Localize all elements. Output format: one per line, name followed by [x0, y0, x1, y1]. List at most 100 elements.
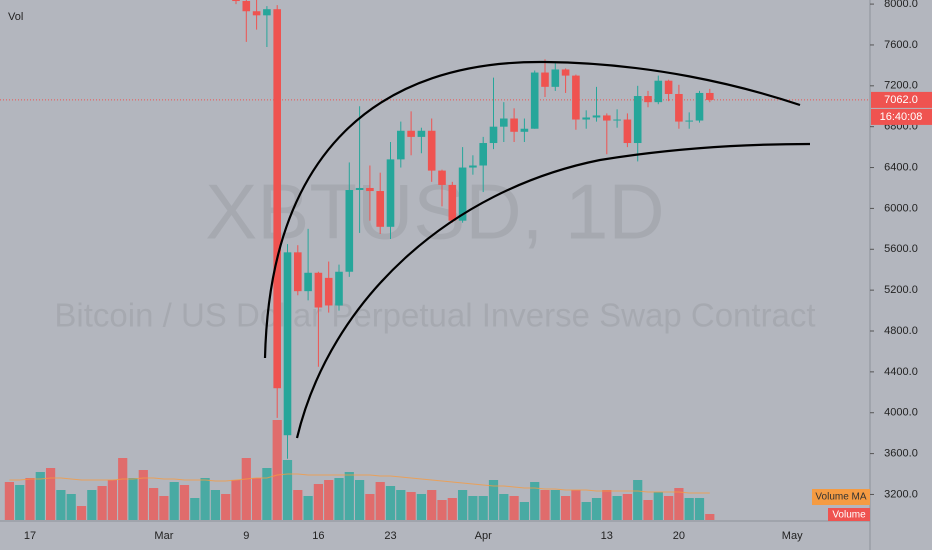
candle-body — [675, 93, 683, 122]
candle-body — [366, 187, 374, 192]
x-tick-label: 23 — [384, 530, 396, 542]
volume-bar — [447, 498, 457, 520]
volume-bar — [622, 494, 632, 520]
candle-body — [438, 170, 446, 185]
candle-body — [500, 118, 508, 127]
volume-bar — [97, 486, 107, 520]
volume-bar — [509, 496, 519, 520]
volume-bar — [118, 458, 128, 520]
volume-bar — [241, 458, 251, 520]
volume-bar — [210, 490, 220, 520]
candle-body — [623, 119, 632, 144]
candle-body — [706, 92, 714, 100]
volume-bar — [190, 498, 200, 520]
volume-bar — [293, 490, 303, 520]
volume-bar — [252, 478, 262, 520]
candle-body — [561, 69, 570, 76]
candle-body — [489, 126, 498, 144]
candle-body — [541, 72, 549, 87]
x-tick-label: 16 — [312, 530, 324, 542]
volume-bar — [262, 468, 272, 520]
volume-bar — [633, 480, 643, 520]
volume-bar — [56, 490, 66, 520]
candle-body — [613, 119, 621, 121]
axes: 8000.07600.07200.06800.06400.06000.05600… — [24, 0, 932, 542]
candle-body — [376, 191, 384, 227]
candle-body — [417, 130, 426, 137]
volume-bar — [35, 472, 45, 520]
volume-bar — [478, 496, 488, 520]
y-tick-label: 3600.0 — [884, 448, 918, 460]
y-tick-label: 6400.0 — [884, 161, 918, 173]
pane-label: Vol — [8, 11, 23, 23]
candle-body — [355, 187, 364, 191]
volume-bar — [416, 494, 426, 520]
volume-bar — [591, 498, 602, 520]
candle-body — [592, 115, 601, 118]
candle-body — [345, 190, 354, 272]
volume-bar — [581, 502, 591, 520]
candle-body — [664, 80, 673, 94]
volume-bar — [221, 494, 231, 520]
candle-body — [644, 96, 652, 103]
volume-bar — [344, 472, 354, 520]
volume-bar — [653, 492, 663, 520]
countdown-box — [871, 108, 932, 125]
candle-body — [510, 118, 518, 132]
volume-bar — [396, 490, 406, 520]
candle-body — [252, 11, 261, 16]
candle-body — [448, 184, 457, 221]
y-tick-label: 5600.0 — [884, 243, 918, 255]
candle-body — [520, 128, 529, 132]
candle-body — [695, 92, 704, 121]
volume-bar — [705, 514, 715, 520]
y-tick-label: 4400.0 — [884, 366, 918, 378]
volume-bar — [282, 460, 293, 520]
candle-body — [582, 117, 590, 120]
volume-bar — [458, 490, 468, 520]
volume-bar — [149, 488, 159, 520]
candle-body — [386, 159, 395, 227]
volume-bar — [313, 484, 323, 520]
candle-body — [304, 272, 312, 292]
candle-body — [530, 72, 539, 129]
volume-bar — [179, 485, 190, 520]
volume-bar — [406, 492, 416, 520]
countdown-label: 16:40:08 — [880, 111, 923, 123]
volume-bar — [200, 478, 210, 520]
volume-bar — [664, 496, 674, 520]
y-tick-label: 4800.0 — [884, 325, 918, 337]
x-tick-label: 9 — [243, 530, 249, 542]
candle-body — [572, 75, 580, 120]
volume-bar — [107, 480, 117, 520]
y-tick-label: 6000.0 — [884, 202, 918, 214]
volume-bar — [488, 480, 499, 520]
volume-bar — [128, 478, 138, 520]
volume-bar — [272, 420, 282, 520]
candle-body — [263, 9, 271, 16]
volume-bar — [334, 478, 344, 520]
volume-bar — [468, 496, 478, 520]
candle-body — [273, 9, 281, 389]
volume-bar — [66, 494, 76, 520]
volume-ma-label: Volume MA — [815, 492, 866, 503]
volume-bar — [15, 485, 25, 520]
volume-bar — [365, 494, 375, 520]
candle-body — [469, 165, 477, 168]
x-tick-label: May — [782, 530, 803, 542]
candle-body — [294, 252, 302, 292]
volume-bar — [643, 500, 653, 520]
candle-body — [242, 1, 251, 12]
volume-ma-line — [9, 473, 710, 494]
x-tick-label: 13 — [601, 530, 613, 542]
last-price-box — [871, 91, 932, 108]
volume-bar — [519, 502, 529, 520]
volume-bar — [385, 486, 396, 520]
volume-bar — [674, 488, 684, 520]
volume-bar — [25, 478, 35, 520]
y-tick-label: 7600.0 — [884, 39, 918, 51]
volume-bar — [684, 498, 694, 520]
volume-bar — [571, 490, 581, 520]
